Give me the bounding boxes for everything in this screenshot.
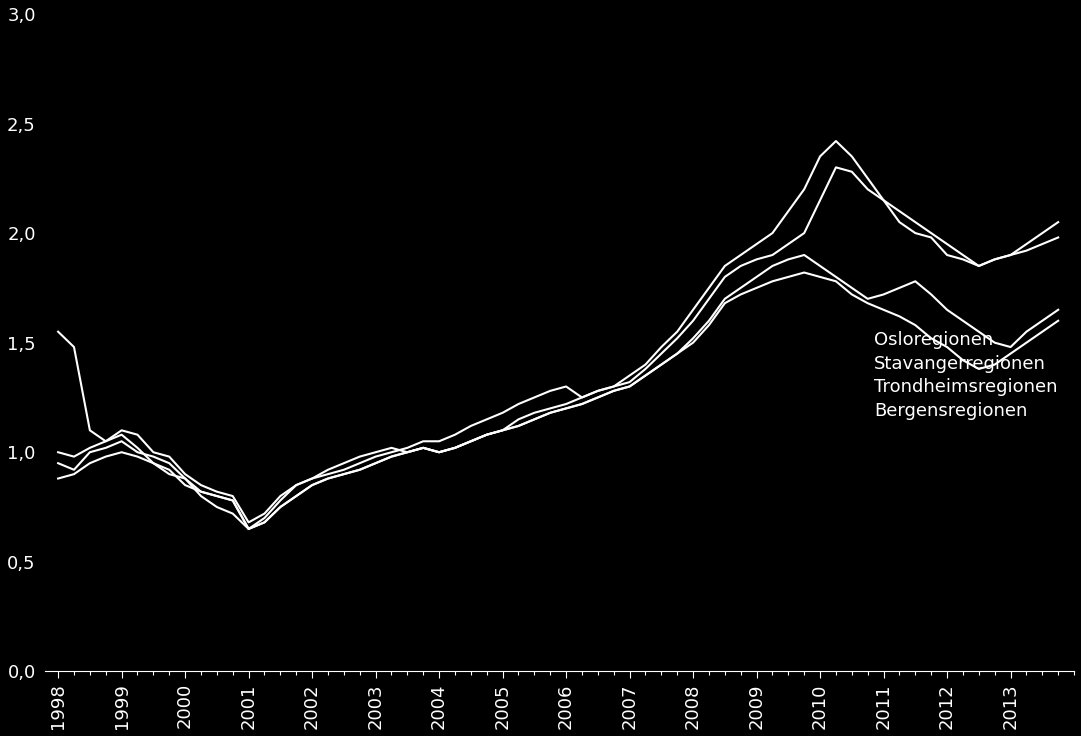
Trondheimsregionen <box>798 250 811 259</box>
Stavangerregionen <box>242 518 255 527</box>
Bergensregionen <box>719 299 732 308</box>
Trondheimsregionen <box>242 525 255 534</box>
Stavangerregionen <box>480 415 493 424</box>
Trondheimsregionen <box>560 404 573 413</box>
Osloregionen <box>1052 218 1065 227</box>
Bergensregionen <box>703 321 716 330</box>
Stavangerregionen <box>52 447 65 456</box>
Stavangerregionen <box>560 382 573 391</box>
Trondheimsregionen <box>703 316 716 325</box>
Bergensregionen <box>1052 316 1065 325</box>
Bergensregionen <box>178 481 191 489</box>
Bergensregionen <box>52 474 65 483</box>
Trondheimsregionen <box>52 459 65 467</box>
Osloregionen <box>242 525 255 534</box>
Line: Bergensregionen: Bergensregionen <box>58 272 1058 529</box>
Osloregionen <box>52 328 65 336</box>
Stavangerregionen <box>719 272 732 281</box>
Stavangerregionen <box>178 470 191 478</box>
Bergensregionen <box>623 382 636 391</box>
Line: Stavangerregionen: Stavangerregionen <box>58 167 1058 523</box>
Trondheimsregionen <box>480 431 493 439</box>
Osloregionen <box>480 431 493 439</box>
Bergensregionen <box>560 404 573 413</box>
Stavangerregionen <box>829 163 842 171</box>
Osloregionen <box>623 371 636 380</box>
Osloregionen <box>829 137 842 146</box>
Bergensregionen <box>242 525 255 534</box>
Osloregionen <box>719 261 732 270</box>
Line: Osloregionen: Osloregionen <box>58 141 1058 529</box>
Stavangerregionen <box>703 294 716 303</box>
Trondheimsregionen <box>719 294 732 303</box>
Osloregionen <box>178 474 191 483</box>
Legend: Osloregionen, Stavangerregionen, Trondheimsregionen, Bergensregionen: Osloregionen, Stavangerregionen, Trondhe… <box>867 324 1065 427</box>
Line: Trondheimsregionen: Trondheimsregionen <box>58 255 1058 529</box>
Osloregionen <box>560 400 573 408</box>
Stavangerregionen <box>1052 233 1065 242</box>
Osloregionen <box>703 283 716 292</box>
Trondheimsregionen <box>178 474 191 483</box>
Stavangerregionen <box>623 378 636 386</box>
Bergensregionen <box>480 431 493 439</box>
Trondheimsregionen <box>623 382 636 391</box>
Bergensregionen <box>798 268 811 277</box>
Trondheimsregionen <box>1052 305 1065 314</box>
